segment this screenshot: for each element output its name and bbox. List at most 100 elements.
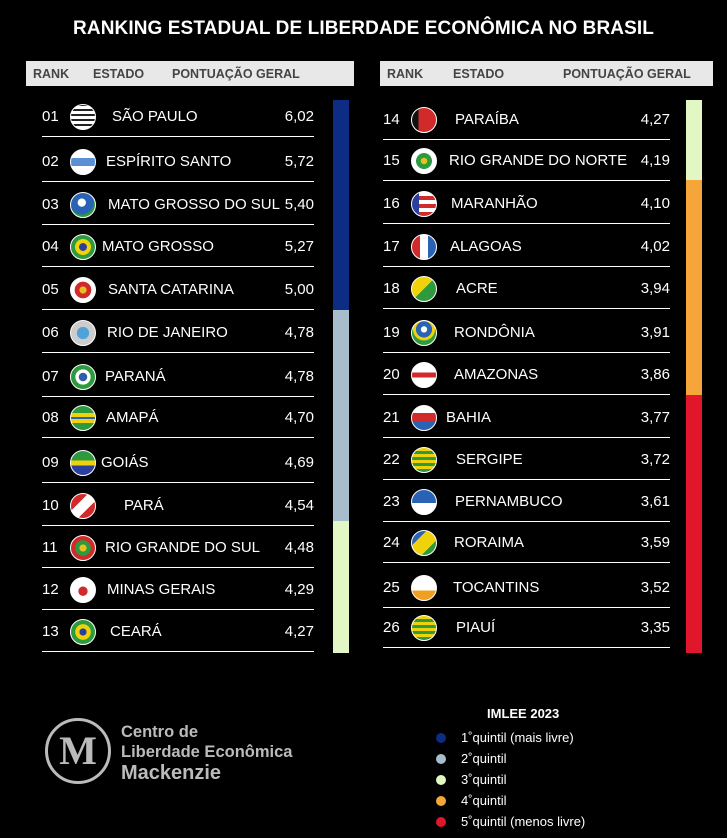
row-rank: 24 bbox=[383, 534, 400, 551]
row-state: RORAIMA bbox=[454, 534, 525, 551]
row-score: 4,02 bbox=[640, 238, 670, 255]
header-pontuacao: PONTUAÇÃO GERAL bbox=[563, 67, 691, 81]
row-state: PARÁ bbox=[124, 497, 164, 514]
row-rank: 11 bbox=[42, 539, 58, 556]
table-row: 09 GOIÁS 4,69 bbox=[42, 443, 314, 483]
row-divider bbox=[42, 181, 314, 182]
row-divider bbox=[42, 396, 314, 397]
state-flag-icon bbox=[70, 320, 96, 346]
state-flag-icon bbox=[411, 530, 437, 556]
legend-label: 4˚quintil bbox=[461, 793, 507, 808]
row-divider bbox=[383, 394, 670, 395]
row-state: RIO GRANDE DO NORTE bbox=[449, 152, 628, 169]
state-flag-icon bbox=[411, 276, 437, 302]
state-flag-icon bbox=[70, 104, 96, 130]
row-state: SERGIPE bbox=[456, 451, 523, 468]
state-flag-icon bbox=[411, 148, 437, 174]
row-divider bbox=[42, 567, 314, 568]
row-divider bbox=[42, 437, 314, 438]
row-score: 5,27 bbox=[284, 238, 314, 255]
table-row: 02 ESPÍRITO SANTO 5,72 bbox=[42, 142, 314, 182]
table-row: 18 ACRE 3,94 bbox=[383, 269, 670, 309]
row-state: RIO DE JANEIRO bbox=[107, 324, 228, 341]
legend-item: 2˚quintil bbox=[433, 749, 683, 770]
row-rank: 07 bbox=[42, 368, 59, 385]
logo-text: Centro de Liberdade Econômica Mackenzie bbox=[121, 722, 292, 785]
row-divider bbox=[42, 309, 314, 310]
header-pontuacao: PONTUAÇÃO GERAL bbox=[172, 67, 300, 81]
row-rank: 13 bbox=[42, 623, 59, 640]
row-divider bbox=[383, 607, 670, 608]
table-row: 03 MATO GROSSO DO SUL 5,40 bbox=[42, 185, 314, 225]
row-rank: 10 bbox=[42, 497, 59, 514]
table-header-right: RANK ESTADO PONTUAÇÃO GERAL bbox=[380, 61, 713, 86]
row-divider bbox=[42, 609, 314, 610]
state-flag-icon bbox=[70, 493, 96, 519]
table-row: 06 RIO DE JANEIRO 4,78 bbox=[42, 313, 314, 353]
row-score: 4,29 bbox=[284, 581, 314, 598]
legend-dot-icon bbox=[436, 754, 446, 764]
legend-item: 4˚quintil bbox=[433, 791, 683, 812]
row-divider bbox=[383, 437, 670, 438]
header-rank: RANK bbox=[33, 67, 70, 81]
row-score: 5,40 bbox=[284, 196, 314, 213]
row-state: MATO GROSSO bbox=[102, 238, 214, 255]
table-row: 08 AMAPÁ 4,70 bbox=[42, 398, 314, 438]
row-state: TOCANTINS bbox=[453, 579, 540, 596]
row-score: 4,69 bbox=[284, 454, 314, 471]
row-score: 3,61 bbox=[640, 493, 670, 510]
table-row: 14 PARAÍBA 4,27 bbox=[383, 100, 670, 140]
legend-dot-icon bbox=[436, 817, 446, 827]
row-rank: 01 bbox=[42, 108, 59, 125]
state-flag-icon bbox=[411, 447, 437, 473]
row-divider bbox=[383, 180, 670, 181]
row-score: 4,78 bbox=[284, 324, 314, 341]
row-rank: 16 bbox=[383, 195, 400, 212]
table-row: 24 RORAIMA 3,59 bbox=[383, 523, 670, 563]
row-rank: 19 bbox=[383, 324, 400, 341]
header-rank: RANK bbox=[387, 67, 424, 81]
row-score: 4,48 bbox=[284, 539, 314, 556]
row-state: AMAZONAS bbox=[454, 366, 539, 383]
row-divider bbox=[383, 352, 670, 353]
table-row: 25 TOCANTINS 3,52 bbox=[383, 568, 670, 608]
row-state: CEARÁ bbox=[110, 623, 162, 640]
row-state: SANTA CATARINA bbox=[108, 281, 234, 298]
row-rank: 22 bbox=[383, 451, 400, 468]
row-state: AMAPÁ bbox=[106, 409, 159, 426]
table-row: 11 RIO GRANDE DO SUL 4,48 bbox=[42, 528, 314, 568]
row-rank: 02 bbox=[42, 153, 59, 170]
state-flag-icon bbox=[411, 615, 437, 641]
row-score: 3,77 bbox=[640, 409, 670, 426]
row-rank: 12 bbox=[42, 581, 59, 598]
quintile-bar-3 bbox=[686, 100, 702, 180]
table-row: 15 RIO GRANDE DO NORTE 4,19 bbox=[383, 141, 670, 181]
row-rank: 23 bbox=[383, 493, 400, 510]
row-state: BAHIA bbox=[446, 409, 492, 426]
row-divider bbox=[42, 224, 314, 225]
row-rank: 21 bbox=[383, 409, 400, 426]
row-divider bbox=[383, 266, 670, 267]
row-divider bbox=[42, 651, 314, 652]
table-row: 04 MATO GROSSO 5,27 bbox=[42, 227, 314, 267]
row-state: ESPÍRITO SANTO bbox=[106, 153, 232, 170]
row-score: 4,70 bbox=[284, 409, 314, 426]
logo-letter: M bbox=[59, 728, 97, 773]
row-state: PIAUÍ bbox=[456, 619, 496, 636]
state-flag-icon bbox=[70, 234, 96, 260]
quintile-bar-3 bbox=[333, 521, 349, 653]
row-score: 4,10 bbox=[640, 195, 670, 212]
row-state: RIO GRANDE DO SUL bbox=[105, 539, 261, 556]
state-flag-icon bbox=[411, 489, 437, 515]
row-divider bbox=[42, 352, 314, 353]
row-score: 3,52 bbox=[640, 579, 670, 596]
table-row: 20 AMAZONAS 3,86 bbox=[383, 355, 670, 395]
legend-label: 1˚quintil (mais livre) bbox=[461, 730, 574, 745]
row-divider bbox=[42, 136, 314, 137]
table-row: 05 SANTA CATARINA 5,00 bbox=[42, 270, 314, 310]
state-flag-icon bbox=[70, 535, 96, 561]
row-state: SÃO PAULO bbox=[112, 108, 198, 125]
row-divider bbox=[383, 139, 670, 140]
row-divider bbox=[42, 525, 314, 526]
row-state: ACRE bbox=[456, 280, 498, 297]
